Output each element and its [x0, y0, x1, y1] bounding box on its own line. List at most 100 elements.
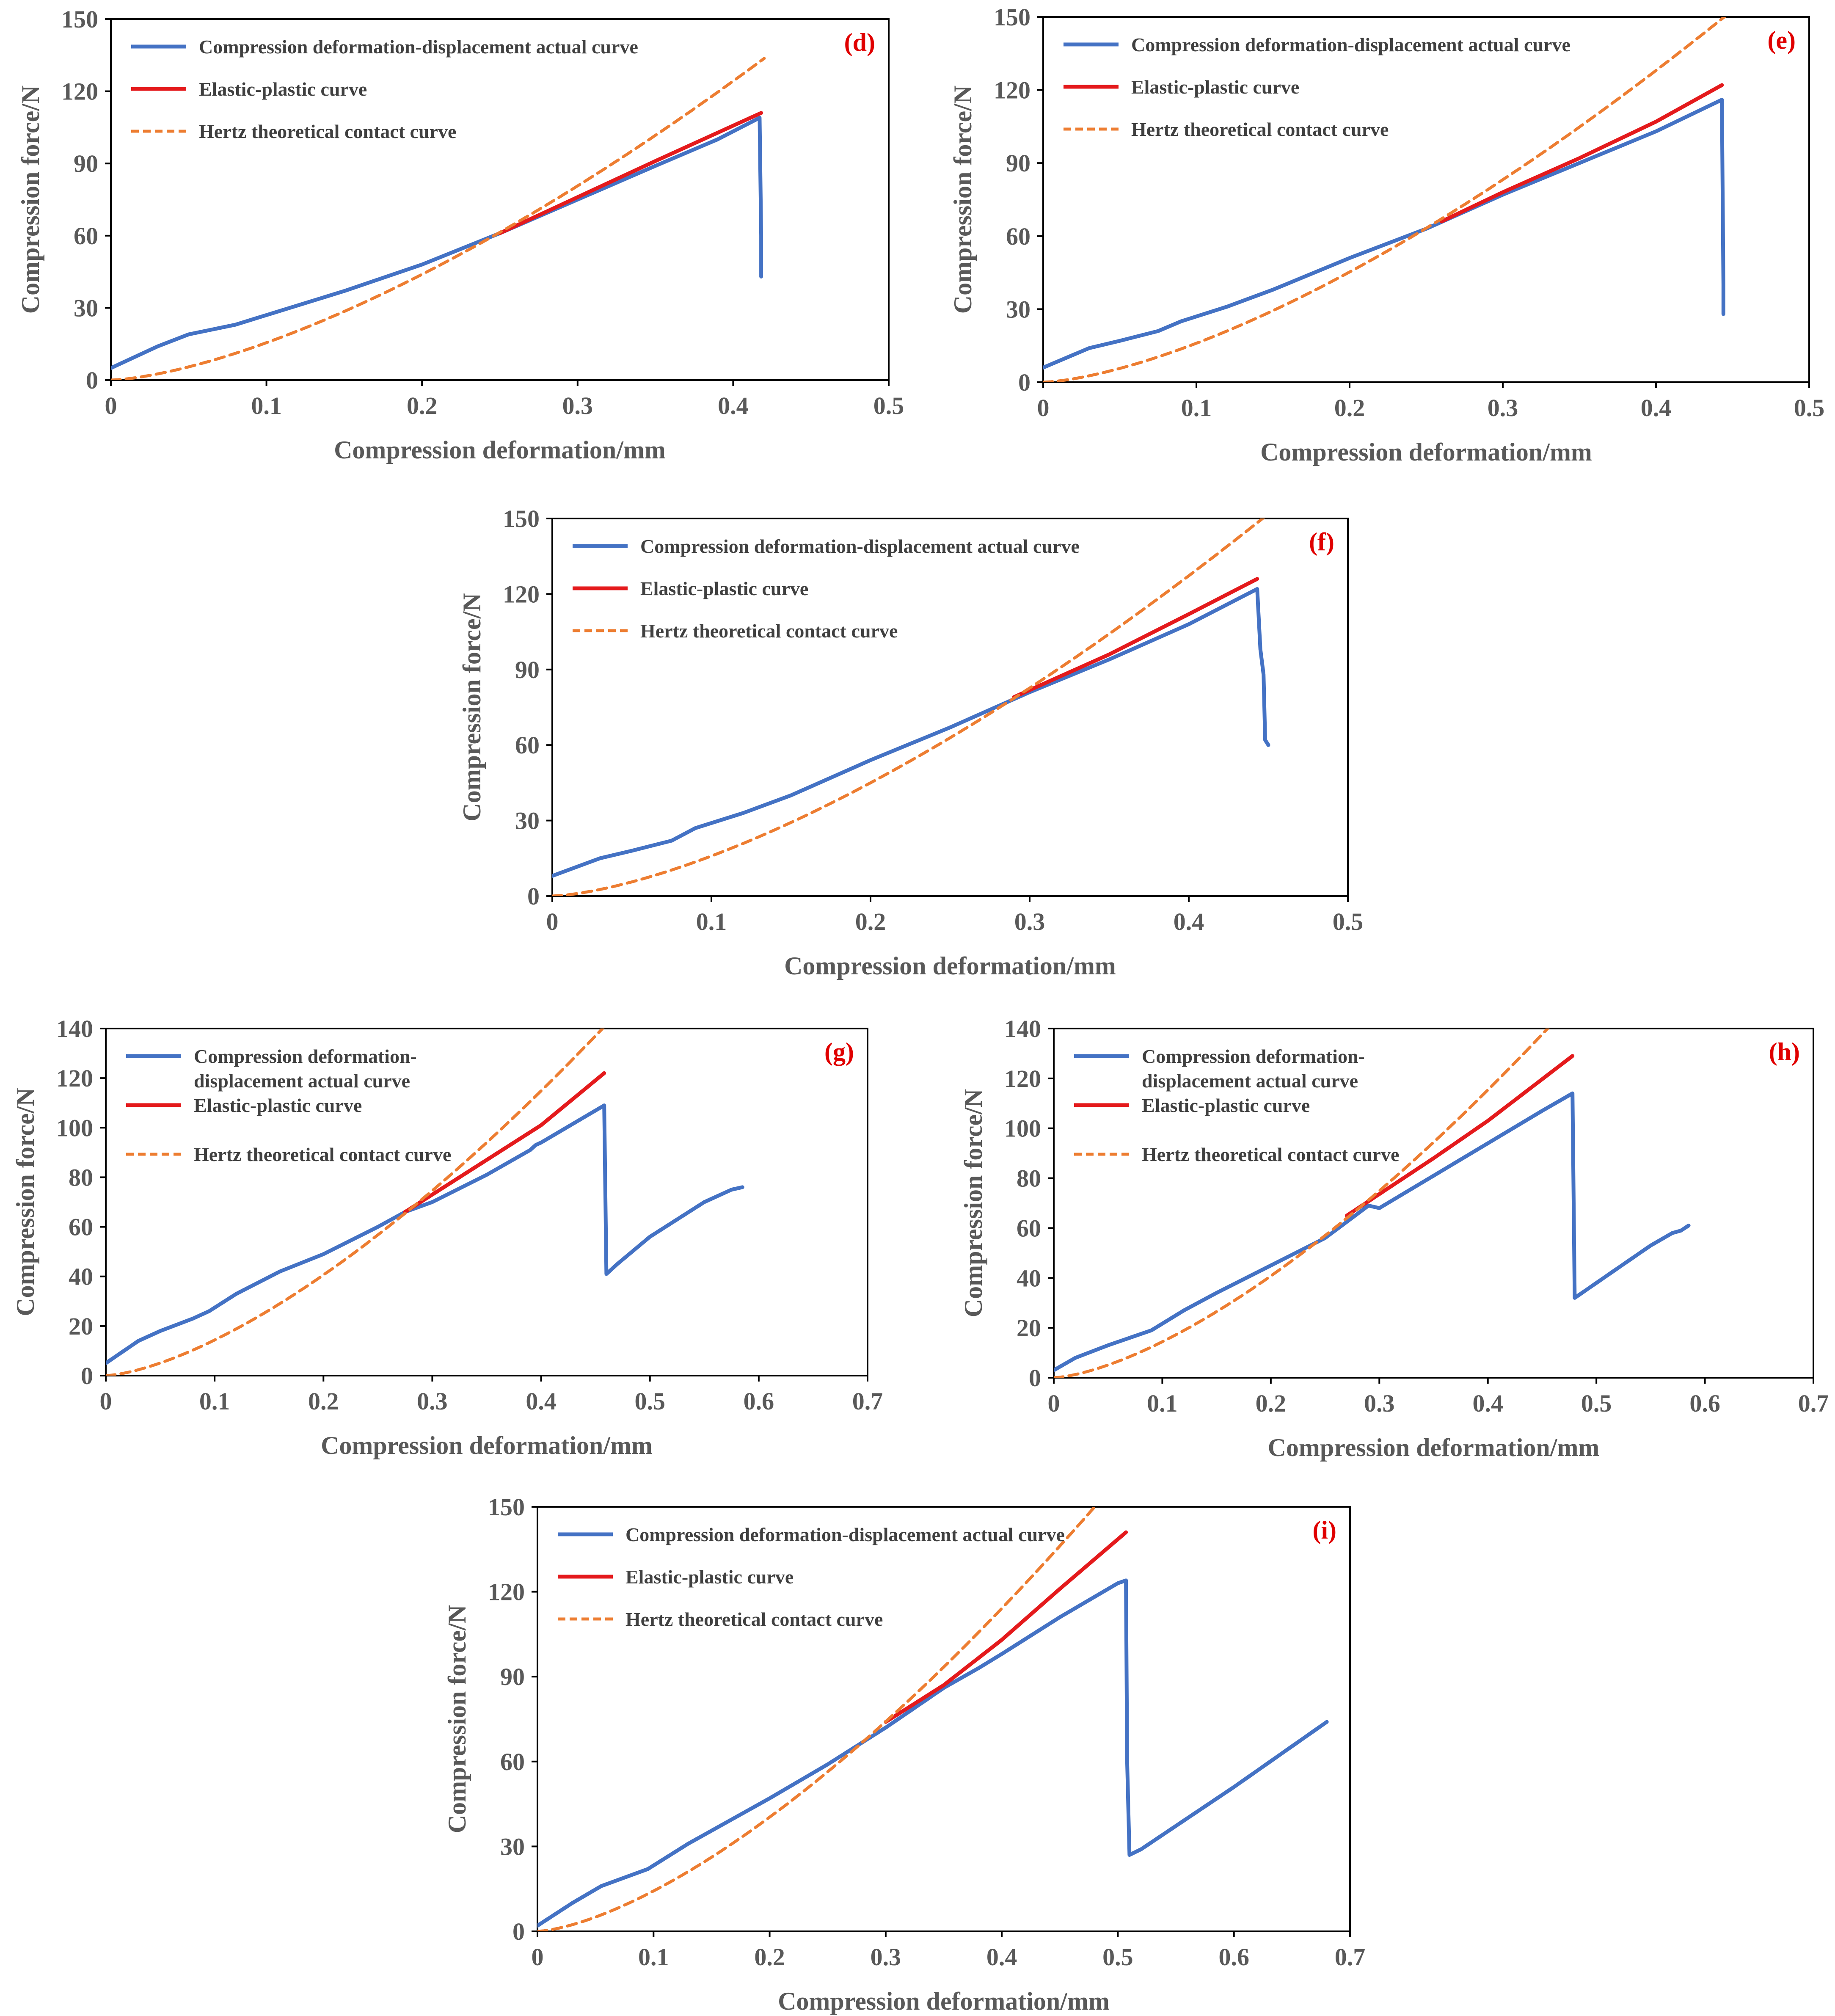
x-tick-label: 0.1 — [696, 908, 727, 935]
legend-label: Elastic-plastic curve — [1131, 76, 1299, 98]
x-tick-label: 0.5 — [1794, 394, 1825, 422]
x-tick-label: 0.2 — [1334, 394, 1365, 422]
x-tick-label: 0.4 — [1641, 394, 1672, 422]
x-tick-label: 0.5 — [1581, 1390, 1612, 1417]
plot-frame — [1053, 1028, 1814, 1379]
y-tick-label: 60 — [1006, 223, 1030, 250]
series-line-actual — [1043, 98, 1725, 370]
series-line-actual — [1054, 1091, 1691, 1372]
y-tick-label: 20 — [69, 1313, 93, 1340]
y-tick-label: 40 — [69, 1263, 93, 1291]
series-line-elastic — [1011, 577, 1259, 699]
y-tick-label: 150 — [503, 505, 540, 532]
series-line-hertz — [111, 57, 766, 380]
chart-panel-e: 0 30 60 90 120 150 0 0.1 0.2 0.3 0.4 0.5 Compression… — [949, 3, 1824, 466]
y-tick-label: 0 — [1029, 1364, 1041, 1392]
series-line-elastic — [884, 1530, 1128, 1724]
x-tick-label: 0.3 — [1014, 908, 1045, 935]
y-tick-label: 30 — [500, 1833, 525, 1860]
x-tick-label: 0.4 — [526, 1387, 557, 1415]
plot-frame — [1042, 16, 1810, 383]
x-tick-label: 0.1 — [638, 1943, 669, 1971]
series-group — [111, 57, 766, 380]
series-group — [537, 1507, 1329, 1931]
chart-panel-h: 0 20 40 60 80 100 120 140 0 0.1 0.2 0.3 0.4 0.5 0.6 0.7… — [959, 1015, 1829, 1462]
x-tick-label: 0.7 — [1798, 1390, 1829, 1417]
x-tick-label: 0.2 — [407, 392, 438, 419]
series-line-hertz — [1054, 1029, 1550, 1378]
x-tick-label: 0.6 — [1218, 1943, 1249, 1971]
y-axis-label: Compression force/N — [17, 85, 44, 314]
series-line-hertz — [106, 1029, 605, 1376]
y-tick-label: 90 — [74, 150, 98, 177]
x-tick-label: 0.5 — [1102, 1943, 1133, 1971]
x-tick-label: 0 — [532, 1943, 544, 1971]
x-tick-label: 0.6 — [1689, 1390, 1720, 1417]
panel-label: (h) — [1769, 1038, 1800, 1066]
plot-frame — [551, 518, 1349, 897]
y-tick-label: 90 — [1006, 149, 1030, 177]
y-tick-label: 0 — [1018, 369, 1030, 396]
legend-label: Compression deformation-displacement act… — [199, 36, 638, 58]
y-tick-label: 140 — [56, 1015, 93, 1042]
x-tick-label: 0.6 — [744, 1387, 774, 1415]
x-tick-label: 0.3 — [562, 392, 593, 419]
y-tick-label: 120 — [61, 78, 98, 105]
x-tick-label: 0.5 — [634, 1387, 665, 1415]
panel-label: (d) — [844, 28, 875, 56]
legend-label: Elastic-plastic curve — [199, 78, 367, 100]
x-tick-label: 0.1 — [1181, 394, 1212, 422]
chart-panel-i: 0 30 60 90 120 150 0 0.1 0.2 0.3 0.4 0.5 0.6 0.7 Compr… — [443, 1493, 1366, 2015]
plot-frame — [110, 18, 890, 381]
series-line-actual — [552, 587, 1270, 878]
x-tick-label: 0.3 — [417, 1387, 448, 1415]
series-line-elastic — [1345, 1054, 1575, 1218]
legend-label: Hertz theoretical contact curve — [1131, 119, 1389, 140]
x-tick-label: 0.4 — [986, 1943, 1017, 1971]
y-tick-label: 60 — [69, 1213, 93, 1241]
legend-label: Hertz theoretical contact curve — [625, 1608, 883, 1630]
x-tick-label: 0.3 — [871, 1943, 901, 1971]
plot-frame — [537, 1506, 1351, 1932]
y-tick-label: 120 — [488, 1578, 525, 1606]
y-tick-label: 100 — [56, 1114, 93, 1142]
panel-label: (f) — [1309, 528, 1334, 556]
y-tick-label: 80 — [1017, 1165, 1041, 1192]
panel-label: (g) — [824, 1038, 854, 1066]
legend-label: Hertz theoretical contact curve — [199, 121, 456, 142]
chart-panel-g: 0 20 40 60 80 100 120 140 0 0.1 0.2 0.3 0.4 0.5 0.6 0.7… — [11, 1015, 883, 1459]
legend-label: Elastic-plastic curve — [1142, 1095, 1310, 1116]
series-line-hertz — [552, 518, 1265, 896]
x-axis-label: Compression deformation/mm — [334, 436, 666, 464]
x-tick-label: 0.4 — [718, 392, 749, 419]
legend-label: Compression deformation-displacement act… — [640, 535, 1080, 557]
legend-label: Elastic-plastic curve — [640, 578, 808, 599]
y-tick-label: 140 — [1004, 1015, 1041, 1042]
x-tick-label: 0 — [546, 908, 559, 935]
y-tick-label: 40 — [1017, 1264, 1041, 1292]
y-tick-label: 90 — [515, 656, 540, 684]
series-line-hertz — [537, 1507, 1097, 1931]
legend-label: Compression deformation- — [1142, 1045, 1365, 1067]
x-tick-label: 0.2 — [1256, 1390, 1287, 1417]
series-group — [1043, 17, 1727, 382]
series-group — [106, 1029, 744, 1376]
y-tick-label: 0 — [527, 883, 540, 910]
y-tick-label: 60 — [500, 1748, 525, 1776]
y-axis-label: Compression force/N — [959, 1089, 987, 1317]
x-tick-label: 0.7 — [1335, 1943, 1366, 1971]
legend-label: Hertz theoretical contact curve — [1142, 1144, 1399, 1165]
series-line-elastic — [403, 1071, 606, 1214]
x-tick-label: 0 — [1048, 1390, 1060, 1417]
legend-label: Compression deformation- — [194, 1045, 417, 1067]
series-line-actual — [106, 1103, 744, 1365]
y-axis-label: Compression force/N — [949, 85, 977, 314]
x-tick-label: 0.2 — [754, 1943, 785, 1971]
x-axis-label: Compression deformation/mm — [784, 952, 1116, 980]
y-tick-label: 20 — [1017, 1314, 1041, 1342]
y-tick-label: 30 — [1006, 295, 1030, 323]
panel-label: (i) — [1312, 1516, 1336, 1544]
y-tick-label: 150 — [61, 6, 98, 33]
y-tick-label: 120 — [503, 580, 540, 608]
x-tick-label: 0 — [1037, 394, 1050, 422]
